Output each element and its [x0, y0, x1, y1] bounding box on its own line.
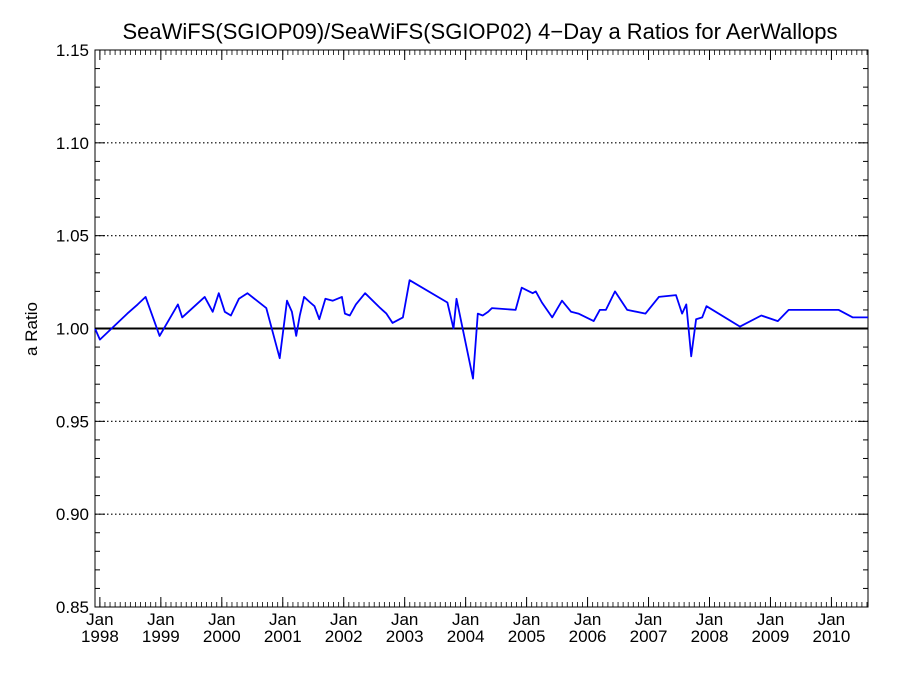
x-tick-label-year: 1998 — [81, 627, 119, 646]
series-line-0 — [94, 279, 868, 380]
x-tick-label-year: 2001 — [264, 627, 302, 646]
y-tick-label: 1.15 — [56, 41, 89, 60]
x-tick-label-month: Jan — [635, 610, 662, 629]
y-tick-label: 0.95 — [56, 412, 89, 431]
x-tick-label-month: Jan — [696, 610, 723, 629]
x-tick-label-year: 2002 — [325, 627, 363, 646]
y-axis-label: a Ratio — [22, 302, 41, 356]
axes — [94, 49, 869, 608]
x-tick-label-month: Jan — [269, 610, 296, 629]
x-tick-label-year: 2005 — [508, 627, 546, 646]
x-tick-label-month: Jan — [86, 610, 113, 629]
x-tick-label-month: Jan — [513, 610, 540, 629]
x-tick-label-month: Jan — [208, 610, 235, 629]
x-tick-label-year: 1999 — [142, 627, 180, 646]
x-tick-label-year: 2008 — [691, 627, 729, 646]
x-tick-label-month: Jan — [452, 610, 479, 629]
gridlines — [95, 142, 868, 515]
ticks — [95, 49, 868, 608]
x-tick-label-month: Jan — [391, 610, 418, 629]
x-tick-label-month: Jan — [757, 610, 784, 629]
x-tick-label-month: Jan — [147, 610, 174, 629]
series-group — [94, 279, 868, 380]
x-tick-label-year: 2006 — [569, 627, 607, 646]
y-tick-label: 0.90 — [56, 505, 89, 524]
x-tick-label-year: 2000 — [203, 627, 241, 646]
chart-title: SeaWiFS(SGIOP09)/SeaWiFS(SGIOP02) 4−Day … — [122, 19, 837, 44]
x-tick-label-year: 2009 — [752, 627, 790, 646]
y-tick-label: 0.85 — [56, 598, 89, 617]
x-tick-label-month: Jan — [818, 610, 845, 629]
x-tick-label-year: 2007 — [630, 627, 668, 646]
x-tick-label-year: 2003 — [386, 627, 424, 646]
x-tick-label-year: 2004 — [447, 627, 485, 646]
y-tick-label: 1.10 — [56, 134, 89, 153]
tick-labels: 0.850.900.951.001.051.101.15Jan1998Jan19… — [56, 41, 850, 646]
x-tick-label-year: 2010 — [813, 627, 851, 646]
x-tick-label-month: Jan — [574, 610, 601, 629]
y-tick-label: 1.05 — [56, 227, 89, 246]
x-tick-label-month: Jan — [330, 610, 357, 629]
y-tick-label: 1.00 — [56, 320, 89, 339]
